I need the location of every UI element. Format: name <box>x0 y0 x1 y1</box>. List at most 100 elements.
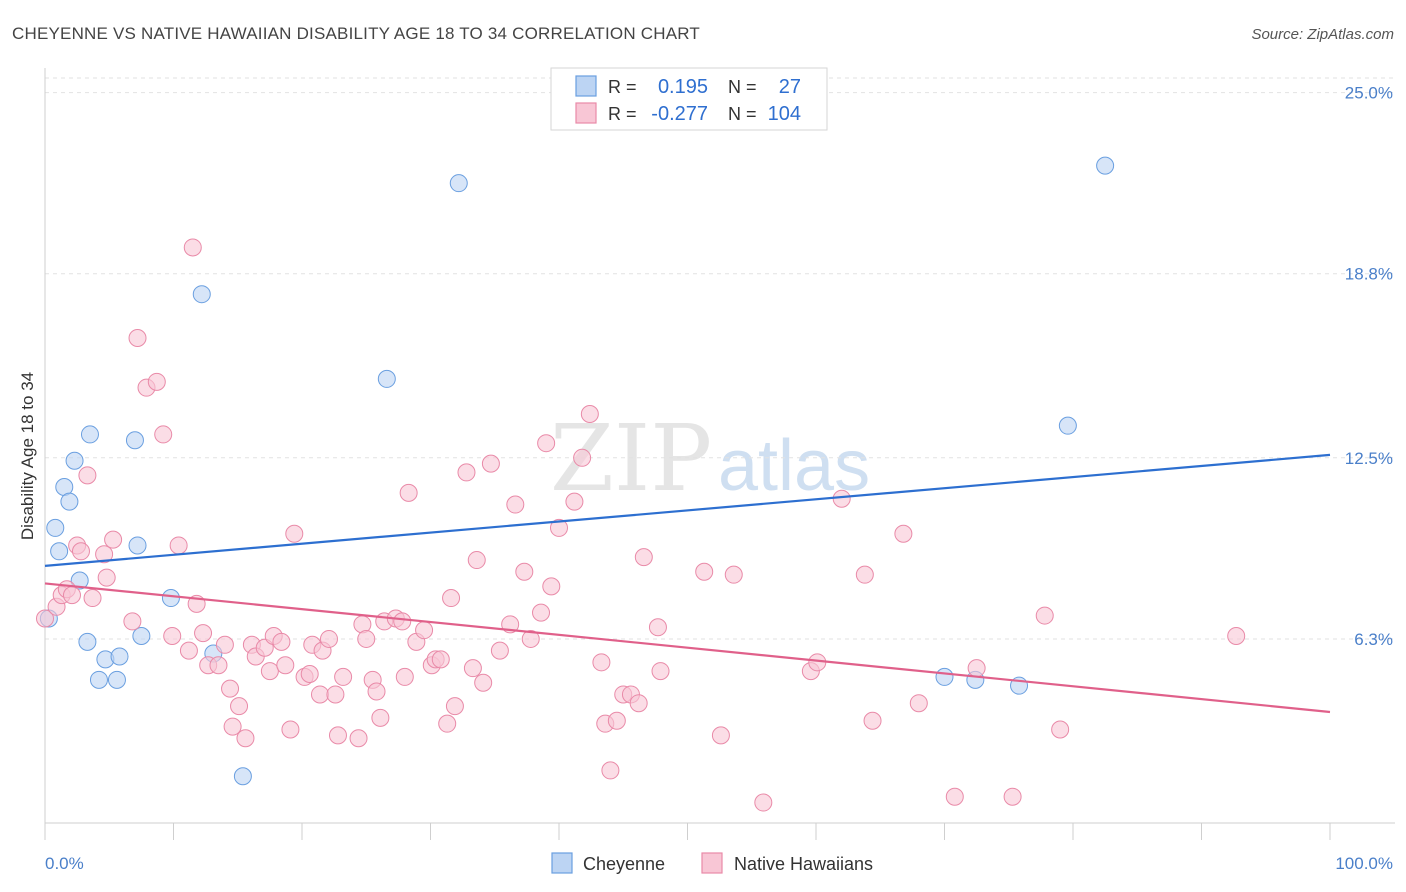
native-hawaiians-point-79 <box>542 577 561 596</box>
native-hawaiians-point-57 <box>395 667 414 686</box>
native-hawaiians-n-label: N = <box>728 104 757 124</box>
native-hawaiians-point-106 <box>967 659 986 678</box>
native-hawaiians-point-17 <box>163 627 182 646</box>
cheyenne-point-12 <box>110 647 129 666</box>
native-hawaiians-point-7 <box>78 466 97 485</box>
native-hawaiians-point-13 <box>128 329 147 348</box>
native-hawaiians-point-92 <box>648 618 667 637</box>
cheyenne-point-14 <box>128 536 147 555</box>
cheyenne-r-label: R = <box>608 77 637 97</box>
native-hawaiians-point-11 <box>104 530 123 549</box>
y-tick-labels: 6.3% 12.5% 18.8% 25.0% <box>1345 84 1393 649</box>
stats-legend-frame <box>550 67 828 131</box>
native-hawaiians-point-104 <box>909 694 928 713</box>
cheyenne-point-1 <box>46 518 65 537</box>
native-hawaiians-point-38 <box>285 524 304 543</box>
native-hawaiians-point-109 <box>1051 720 1070 739</box>
native-hawaiians-point-47 <box>334 667 353 686</box>
native-hawaiians-point-105 <box>945 787 964 806</box>
y-axis-title: Disability Age 18 to 34 <box>18 372 37 540</box>
legend-native-hawaiians-label: Native Hawaiians <box>734 854 873 874</box>
native-hawaiians-point-4 <box>62 586 81 605</box>
native-hawaiians-point-25 <box>215 635 234 654</box>
cheyenne-point-6 <box>70 571 89 590</box>
native-hawaiians-point-58 <box>399 483 418 502</box>
native-hawaiians-point-95 <box>711 726 730 745</box>
stats-legend: R = 0.195 N = 27 R = -0.277 N = 104 <box>550 67 828 131</box>
native-hawaiians-point-67 <box>457 463 476 482</box>
native-hawaiians-point-52 <box>367 682 386 701</box>
native-hawaiians-point-50 <box>357 629 376 648</box>
native-hawaiians-point-71 <box>481 454 500 473</box>
cheyenne-point-7 <box>78 632 97 651</box>
legend-cheyenne-label: Cheyenne <box>583 854 665 874</box>
native-hawaiians-point-24 <box>209 656 228 675</box>
native-hawaiians-point-53 <box>371 708 390 727</box>
native-hawaiians-point-86 <box>601 761 620 780</box>
native-hawaiians-point-78 <box>537 434 556 453</box>
native-hawaiians-point-44 <box>319 629 338 648</box>
native-hawaiians-point-12 <box>123 612 142 631</box>
x-tick-labels: 0.0% 100.0% <box>45 854 1393 873</box>
cheyenne-point-9 <box>89 670 108 689</box>
native-hawaiians-point-77 <box>532 603 551 622</box>
native-hawaiians-point-22 <box>194 624 213 643</box>
native-hawaiians-point-9 <box>95 545 114 564</box>
scatter-points <box>36 156 1246 812</box>
native-hawaiians-point-80 <box>550 518 568 537</box>
legend-native-hawaiians-swatch <box>701 852 723 874</box>
cheyenne-point-22 <box>935 667 954 686</box>
native-hawaiians-point-76 <box>521 629 540 648</box>
native-hawaiians-point-74 <box>506 495 525 514</box>
native-hawaiians-n-value: 104 <box>768 103 801 125</box>
native-hawaiians-point-48 <box>349 729 368 748</box>
cheyenne-swatch <box>575 75 597 97</box>
native-hawaiians-point-6 <box>71 542 90 561</box>
cheyenne-point-17 <box>192 285 211 304</box>
cheyenne-point-4 <box>60 492 79 511</box>
native-hawaiians-point-46 <box>328 726 347 745</box>
y-tick-label-0: 6.3% <box>1354 630 1393 649</box>
cheyenne-point-20 <box>377 369 396 388</box>
native-hawaiians-point-28 <box>230 697 249 716</box>
native-hawaiians-point-63 <box>431 650 450 669</box>
native-hawaiians-point-66 <box>445 697 464 716</box>
native-hawaiians-point-0 <box>36 609 54 628</box>
cheyenne-point-13 <box>125 431 144 450</box>
native-hawaiians-point-93 <box>651 662 670 681</box>
trend-lines <box>44 453 1331 714</box>
cheyenne-r-value: 0.195 <box>658 76 708 98</box>
cheyenne-point-5 <box>65 451 84 470</box>
chart-title: CHEYENNE VS NATIVE HAWAIIAN DISABILITY A… <box>12 24 700 43</box>
native-hawaiians-point-36 <box>276 656 295 675</box>
native-hawaiians-point-45 <box>326 685 345 704</box>
native-hawaiians-point-20 <box>183 238 202 257</box>
cheyenne-trend-line <box>44 453 1331 567</box>
native-hawaiians-point-64 <box>438 714 457 733</box>
native-hawaiians-point-70 <box>474 673 493 692</box>
native-hawaiians-point-40 <box>300 665 319 683</box>
x-tick-label-min: 0.0% <box>45 854 84 873</box>
cheyenne-point-26 <box>1096 156 1115 175</box>
native-hawaiians-point-27 <box>223 717 242 736</box>
cheyenne-point-8 <box>80 425 99 444</box>
cheyenne-point-19 <box>233 767 252 786</box>
cheyenne-point-2 <box>50 542 69 561</box>
native-hawaiians-point-91 <box>634 548 653 567</box>
native-hawaiians-point-29 <box>236 729 255 748</box>
cheyenne-point-15 <box>132 627 151 646</box>
cheyenne-n-value: 27 <box>779 76 801 98</box>
native-hawaiians-point-26 <box>221 679 240 698</box>
native-hawaiians-point-100 <box>832 489 851 508</box>
native-hawaiians-point-110 <box>1227 627 1246 646</box>
native-hawaiians-point-8 <box>83 589 102 608</box>
cheyenne-n-label: N = <box>728 77 757 97</box>
native-hawaiians-point-82 <box>573 448 592 467</box>
native-hawaiians-point-72 <box>490 641 509 660</box>
native-hawaiians-point-42 <box>310 685 329 704</box>
native-hawaiians-point-103 <box>894 524 913 543</box>
y-tick-label-3: 25.0% <box>1345 84 1393 103</box>
native-hawaiians-point-69 <box>467 551 486 570</box>
native-hawaiians-point-56 <box>393 612 412 631</box>
